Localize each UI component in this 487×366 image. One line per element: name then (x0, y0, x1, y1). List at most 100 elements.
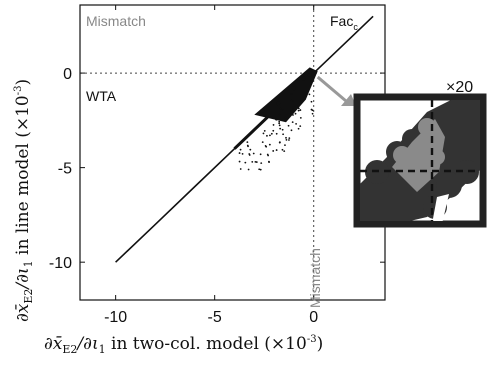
data-point (275, 132, 278, 135)
data-point (275, 149, 278, 151)
data-point (268, 160, 270, 163)
data-point (260, 162, 263, 165)
x-tick-label: -5 (208, 309, 222, 326)
data-point (281, 128, 284, 131)
data-point (299, 109, 302, 111)
data-point (299, 125, 302, 128)
data-point (291, 121, 294, 123)
data-point (262, 132, 265, 135)
data-point (248, 154, 251, 156)
zoom-label: ×20 (446, 79, 473, 96)
data-point (292, 100, 294, 103)
data-point (282, 133, 285, 136)
region-label-mismatch-top: Mismatch (86, 13, 146, 29)
data-point (255, 161, 258, 163)
data-point (308, 93, 311, 96)
inset-gray-blob (393, 146, 411, 164)
data-point (301, 76, 306, 81)
inset-notch (432, 194, 449, 221)
x-tick-label: 0 (309, 309, 318, 326)
data-point (272, 124, 275, 126)
data-point (238, 160, 241, 163)
data-point (247, 168, 250, 171)
inset-blob (455, 160, 479, 184)
zoom-inset (353, 93, 487, 228)
data-point (311, 109, 314, 112)
data-point (290, 129, 293, 132)
data-point (281, 108, 284, 111)
data-point (285, 136, 287, 139)
data-point (284, 116, 287, 119)
data-point (261, 141, 264, 143)
data-point (310, 100, 313, 103)
data-point (297, 107, 300, 110)
data-point (264, 145, 267, 147)
data-point (305, 92, 308, 95)
inset-content (360, 100, 480, 221)
data-point (297, 127, 300, 130)
data-point (294, 112, 297, 115)
y-tick-label: 0 (63, 66, 72, 83)
data-point (288, 139, 290, 141)
data-point (307, 72, 312, 77)
data-point (244, 161, 247, 164)
region-label-fac-text: Fac (330, 13, 353, 29)
data-point (285, 139, 288, 141)
x-axis-label: ∂x̄E2/∂ι1 in two-col. model (×10-3) (44, 334, 323, 356)
x-tick-labels: -10 -5 0 (104, 309, 318, 326)
data-point (287, 124, 290, 127)
data-point (252, 152, 255, 155)
x-tick-label: -10 (104, 309, 127, 326)
data-point (297, 109, 300, 112)
data-point (292, 114, 294, 116)
data-point (269, 134, 271, 137)
data-point (292, 108, 294, 111)
region-label-fac: Facc (330, 13, 358, 32)
data-point (295, 122, 297, 125)
data-point (272, 129, 275, 132)
y-tick-labels: 0 -5 -10 (49, 66, 72, 272)
y-tick-label: -5 (58, 161, 72, 178)
zoom-arrowhead (341, 94, 356, 106)
data-point (290, 99, 293, 102)
data-point (288, 137, 291, 140)
data-point (299, 117, 302, 119)
data-point (278, 141, 281, 144)
data-point (268, 143, 271, 146)
data-point (254, 161, 257, 163)
data-point (258, 168, 261, 171)
data-point (266, 134, 268, 137)
data-cluster-wedge (254, 67, 318, 123)
data-point (276, 101, 281, 106)
inset-gray-blob (418, 118, 436, 136)
data-point (281, 148, 284, 151)
data-point (259, 168, 262, 171)
data-point (246, 141, 249, 144)
data-point (247, 145, 249, 148)
plot-area (79, 4, 386, 301)
data-point (239, 168, 242, 170)
data-point (278, 124, 281, 127)
inset-blob (436, 172, 462, 198)
y-axis-label: ∂x̄E2/∂ι1 in line model (×10-3) (13, 79, 35, 322)
data-point (279, 107, 282, 110)
data-point (275, 118, 277, 121)
data-point (283, 150, 286, 153)
data-point (270, 132, 273, 135)
data-point (239, 148, 242, 151)
data-point (263, 129, 266, 132)
data-point (238, 152, 241, 154)
data-point (260, 108, 265, 113)
region-label-mismatch-vertical: Mismatch (307, 248, 323, 308)
data-point (241, 152, 244, 155)
data-point (279, 127, 282, 130)
data-point (284, 144, 286, 147)
data-point (291, 86, 296, 91)
data-point (278, 120, 281, 123)
data-point (266, 153, 269, 156)
data-point (278, 113, 281, 116)
data-point (278, 122, 281, 125)
region-label-wta: WTA (86, 88, 117, 104)
zoom-arrow (316, 75, 347, 103)
